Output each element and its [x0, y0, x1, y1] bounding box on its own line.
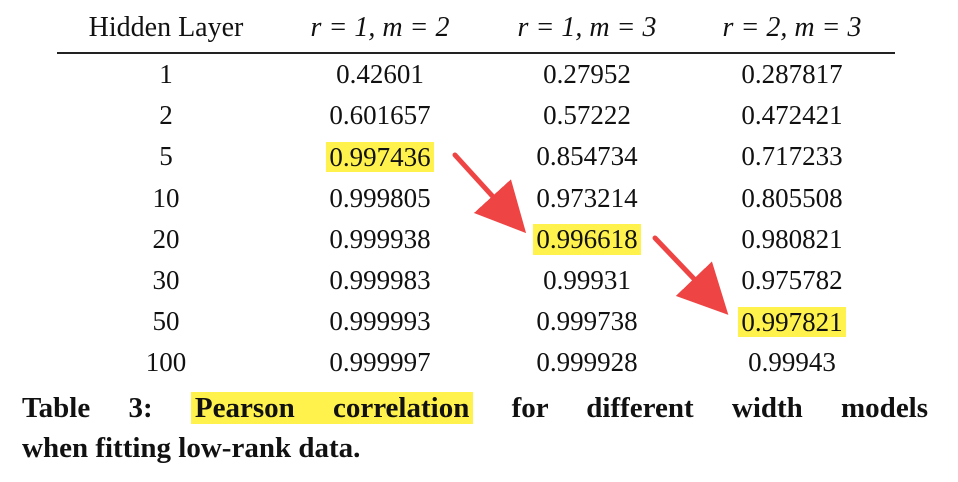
cell-r1-m3: 0.27952	[485, 54, 689, 95]
cell-value: 30	[152, 265, 180, 296]
cell-r1-m3: 0.996618	[485, 219, 689, 260]
cell-r2-m3: 0.975782	[689, 260, 895, 301]
cell-value: 0.287817	[741, 59, 843, 90]
highlighted-value: 0.997821	[738, 306, 846, 337]
cell-hidden-layer: 5	[57, 136, 275, 177]
cell-value: 0.27952	[543, 59, 631, 90]
cell-value: 0.999738	[536, 306, 638, 337]
cell-r2-m3: 0.997821	[689, 301, 895, 342]
cell-hidden-layer: 100	[57, 342, 275, 383]
table-row: 5 0.997436 0.854734 0.717233	[57, 136, 895, 177]
cell-value: 0.999993	[329, 306, 431, 337]
cell-r1-m3: 0.99931	[485, 260, 689, 301]
cell-r1-m2: 0.999993	[275, 301, 485, 342]
cell-value: 0.999928	[536, 347, 638, 378]
cell-r1-m2: 0.999938	[275, 219, 485, 260]
cell-value: 0.854734	[536, 141, 638, 172]
cell-value: 0.999805	[329, 182, 431, 213]
caption-text-1: for different width models	[511, 392, 929, 424]
cell-hidden-layer: 2	[57, 95, 275, 136]
cell-r1-m3: 0.973214	[485, 178, 689, 219]
cell-r2-m3: 0.717233	[689, 136, 895, 177]
cell-r1-m2: 0.999997	[275, 342, 485, 383]
cell-value: 0.57222	[543, 100, 631, 131]
table-row: 1 0.42601 0.27952 0.287817	[57, 54, 895, 95]
cell-r1-m2: 0.997436	[275, 136, 485, 177]
caption-text-2: when fitting low-rank data.	[22, 432, 361, 464]
table-row: 10 0.999805 0.973214 0.805508	[57, 178, 895, 219]
cell-r2-m3: 0.980821	[689, 219, 895, 260]
cell-value: 10	[152, 182, 180, 213]
header-r1-m2: r = 1, m = 2	[310, 12, 450, 43]
table-row: 100 0.999997 0.999928 0.99943	[57, 342, 895, 383]
cell-value: 5	[159, 141, 173, 172]
cell-hidden-layer: 20	[57, 219, 275, 260]
highlighted-value: 0.997436	[326, 141, 434, 173]
cell-r1-m3: 0.999738	[485, 301, 689, 342]
cell-value: 0.99943	[748, 347, 836, 378]
cell-hidden-layer: 1	[57, 54, 275, 95]
cell-value: 0.472421	[741, 100, 843, 131]
cell-hidden-layer: 30	[57, 260, 275, 301]
cell-hidden-layer: 50	[57, 301, 275, 342]
cell-value: 0.805508	[741, 182, 843, 213]
cell-value: 20	[152, 223, 180, 254]
cell-value: 0.975782	[741, 265, 843, 296]
cell-hidden-layer: 10	[57, 178, 275, 219]
cell-r1-m2: 0.601657	[275, 95, 485, 136]
cell-value: 0.42601	[336, 59, 424, 90]
cell-r1-m3: 0.999928	[485, 342, 689, 383]
cell-value: 50	[152, 306, 180, 337]
table-row: 20 0.999938 0.996618 0.980821	[57, 219, 895, 260]
cell-value: 2	[159, 100, 173, 131]
caption-highlight: Pearson correlation	[190, 392, 474, 424]
cell-value: 0.980821	[741, 223, 843, 254]
cell-r1-m3: 0.57222	[485, 95, 689, 136]
cell-r1-m2: 0.42601	[275, 54, 485, 95]
cell-value: 0.973214	[536, 182, 638, 213]
cell-value: 0.601657	[329, 100, 431, 131]
caption-label: Table 3:	[22, 392, 153, 424]
highlighted-value: 0.996618	[533, 224, 641, 255]
header-r1-m3: r = 1, m = 3	[517, 12, 657, 43]
cell-r1-m2: 0.999805	[275, 178, 485, 219]
table-caption: Table 3: Pearson correlation for differe…	[22, 388, 928, 468]
cell-value: 0.99931	[543, 265, 631, 296]
cell-r2-m3: 0.472421	[689, 95, 895, 136]
table-row: 2 0.601657 0.57222 0.472421	[57, 95, 895, 136]
cell-r1-m3: 0.854734	[485, 136, 689, 177]
cell-r1-m2: 0.999983	[275, 260, 485, 301]
cell-r2-m3: 0.99943	[689, 342, 895, 383]
cell-value: 0.999983	[329, 265, 431, 296]
caption-line-1: Table 3: Pearson correlation for differe…	[22, 388, 928, 428]
table-header-row: Hidden Layer r = 1, m = 2 r = 1, m = 3 r…	[57, 0, 895, 54]
header-r2-m3: r = 2, m = 3	[722, 12, 862, 43]
cell-value: 1	[159, 59, 173, 90]
table-row: 30 0.999983 0.99931 0.975782	[57, 260, 895, 301]
results-table: Hidden Layer r = 1, m = 2 r = 1, m = 3 r…	[57, 0, 895, 384]
cell-value: 100	[145, 347, 187, 378]
header-hidden-layer: Hidden Layer	[88, 12, 244, 43]
cell-value: 0.717233	[741, 141, 843, 172]
cell-r2-m3: 0.805508	[689, 178, 895, 219]
table-row: 50 0.999993 0.999738 0.997821	[57, 301, 895, 342]
cell-r2-m3: 0.287817	[689, 54, 895, 95]
cell-value: 0.999938	[329, 223, 431, 254]
cell-value: 0.999997	[329, 347, 431, 378]
